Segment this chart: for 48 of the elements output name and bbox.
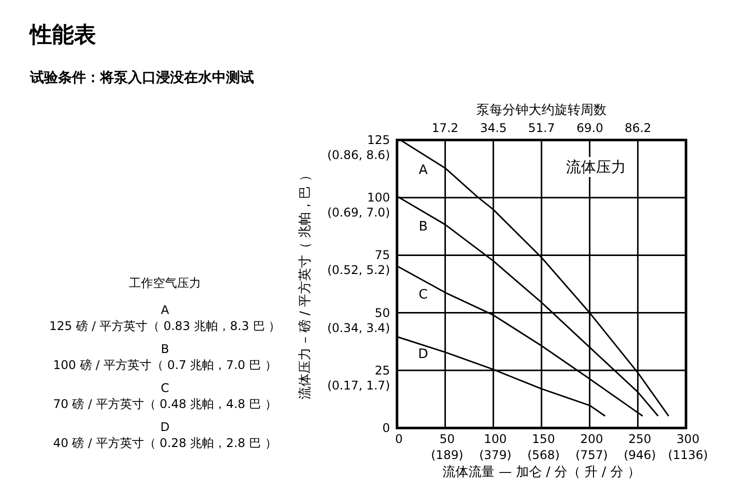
x-tick-label: 50 — [440, 432, 455, 446]
text: (0.69, 7.0) — [327, 206, 390, 220]
series-label: C — [418, 288, 428, 303]
series-label: A — [418, 163, 428, 178]
text: (946) — [624, 448, 656, 462]
y-axis-title: 流体压力 – 磅 / 平方英寸（ 兆帕，巴 ） — [297, 168, 313, 400]
x-tick-label: 200 — [580, 432, 604, 446]
series-label: B — [418, 220, 428, 235]
y-tick-label: 100 — [367, 190, 390, 205]
x2-axis-title: 泵每分钟大约旋转周数 — [476, 103, 606, 118]
text: 125 磅 / 平方英寸（ 0.83 兆帕，8.3 巴 ） — [49, 319, 281, 333]
y-tick-label: 25 — [374, 363, 390, 378]
x2-tick-label: 17.2 — [432, 121, 458, 135]
x2-tick-label: 86.2 — [624, 121, 652, 135]
text: C — [160, 381, 170, 395]
text: (0.52, 5.2) — [327, 263, 390, 278]
text: A — [160, 303, 170, 317]
x2-tick-label: 69.0 — [576, 121, 604, 135]
x-tick-label: 250 — [628, 432, 652, 446]
y-tick-label: 50 — [374, 306, 390, 320]
y-tick-label: 75 — [374, 248, 390, 262]
text: 70 磅 / 平方英寸（ 0.48 兆帕，4.8 巴 ） — [53, 397, 277, 411]
text: 性能表 — [28, 23, 96, 48]
text: 100 磅 / 平方英寸（ 0.7 兆帕，7.0 巴 ） — [53, 358, 277, 372]
text: 工作空气压力 — [129, 276, 201, 290]
x-tick-label: 0 — [395, 432, 403, 446]
text: (0.34, 3.4) — [327, 320, 390, 335]
text: 40 磅 / 平方英寸（ 0.28 兆帕，2.8 巴 ） — [53, 436, 277, 450]
text: (0.86, 8.6) — [327, 148, 390, 162]
text: (1136) — [668, 448, 708, 462]
series-label: D — [418, 347, 428, 362]
annotation: 流体压力 — [566, 158, 626, 176]
text: (379) — [479, 448, 512, 462]
x-tick-label: 300 — [676, 432, 700, 446]
y-tick-label: 125 — [367, 133, 390, 147]
x2-tick-label: 34.5 — [480, 121, 507, 135]
y-tick-label: 0 — [382, 421, 390, 435]
x-tick-label: 100 — [484, 432, 507, 446]
text: (568) — [527, 448, 560, 462]
text: D — [160, 420, 170, 434]
x2-tick-label: 51.7 — [528, 121, 555, 135]
text: (757) — [576, 448, 608, 462]
x-axis-title: 流体流量 — 加仑 / 分（ 升 / 分 ） — [442, 464, 640, 480]
x-tick-label: 150 — [532, 432, 555, 446]
text: (0.17, 1.7) — [327, 378, 390, 392]
text: (189) — [431, 448, 464, 462]
text: 试验条件：将泵入口浸没在水中测试 — [29, 70, 254, 86]
text: B — [160, 342, 170, 356]
